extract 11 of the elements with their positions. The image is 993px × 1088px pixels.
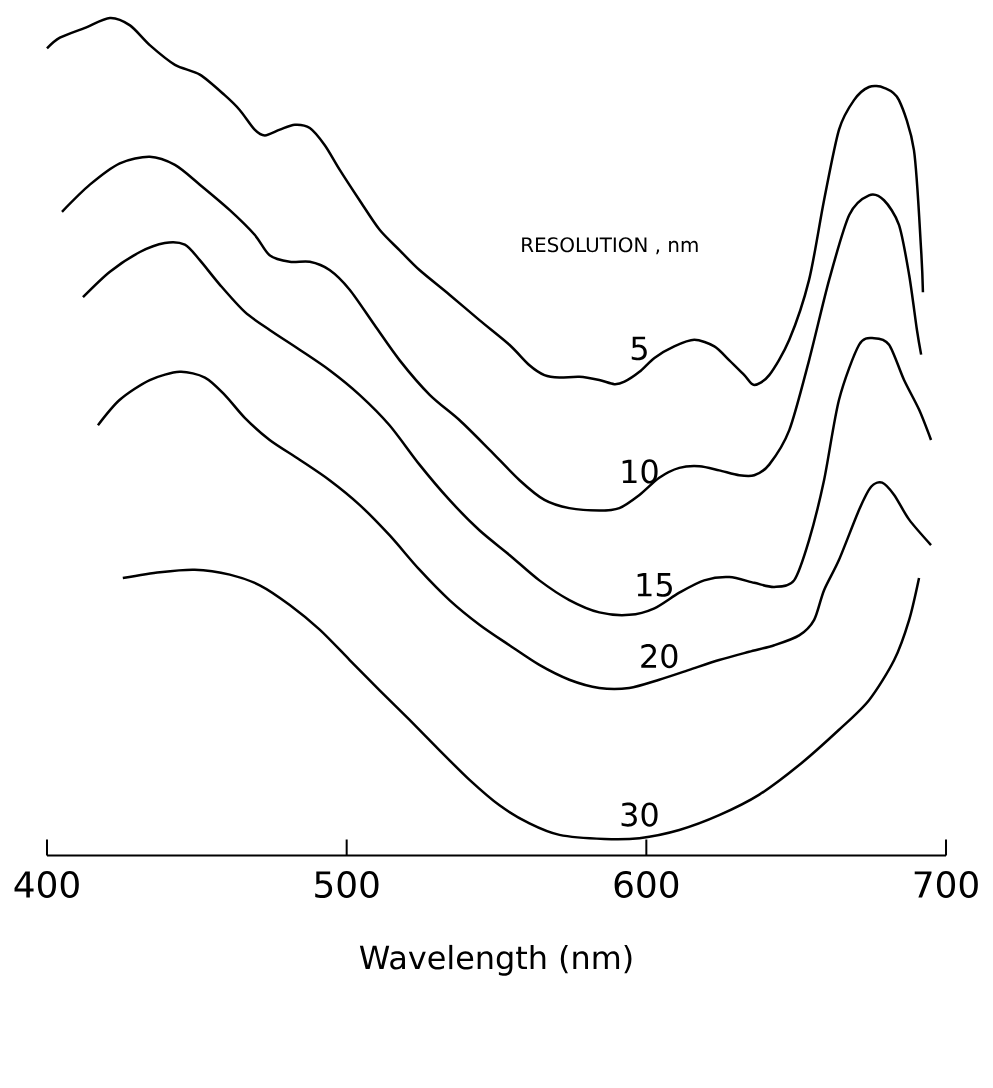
x-tick-label: 700 <box>914 870 978 899</box>
series-label: 30 <box>621 802 658 827</box>
series-label: 15 <box>637 573 672 597</box>
x-tick-label: 600 <box>614 870 679 899</box>
series-label: 5 <box>631 336 647 361</box>
x-tick-label: 400 <box>14 870 79 899</box>
legend-title: RESOLUTION , nm <box>522 237 698 255</box>
series-label: 10 <box>622 459 658 484</box>
series-label: 20 <box>641 644 678 669</box>
x-tick-label: 500 <box>315 870 379 899</box>
x-axis-title: Wavelength (nm) <box>359 944 632 976</box>
